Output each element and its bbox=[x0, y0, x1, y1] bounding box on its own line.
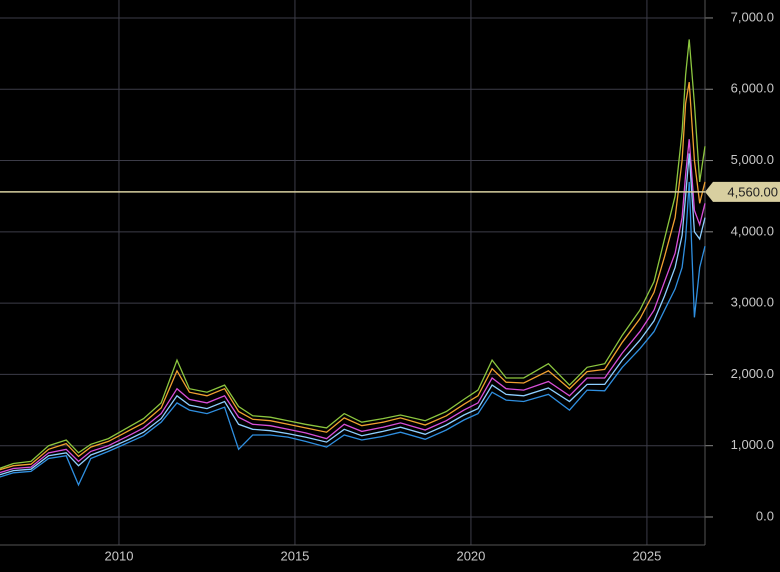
y-tick-label: 4,000.0 bbox=[731, 223, 774, 238]
y-tick-label: 3,000.0 bbox=[731, 295, 774, 310]
x-tick-label: 2020 bbox=[456, 548, 485, 563]
x-tick-label: 2010 bbox=[105, 548, 134, 563]
x-tick-label: 2025 bbox=[632, 548, 661, 563]
series-line bbox=[0, 81, 706, 471]
y-tick-label: 1,000.0 bbox=[731, 437, 774, 452]
series-line bbox=[0, 153, 706, 476]
series-line bbox=[0, 139, 706, 474]
x-tick-label: 2015 bbox=[280, 548, 309, 563]
y-tick-label: 0.0 bbox=[756, 508, 774, 523]
last-price-tag bbox=[705, 181, 780, 202]
series-line bbox=[0, 181, 706, 487]
y-tick-label: 2,000.0 bbox=[731, 366, 774, 381]
series-line bbox=[0, 39, 706, 469]
y-tick-label: 6,000.0 bbox=[731, 81, 774, 96]
y-tick-label: 7,000.0 bbox=[731, 9, 774, 24]
last-price-label: 4,560.00 bbox=[727, 184, 778, 199]
y-tick-label: 5,000.0 bbox=[731, 152, 774, 167]
